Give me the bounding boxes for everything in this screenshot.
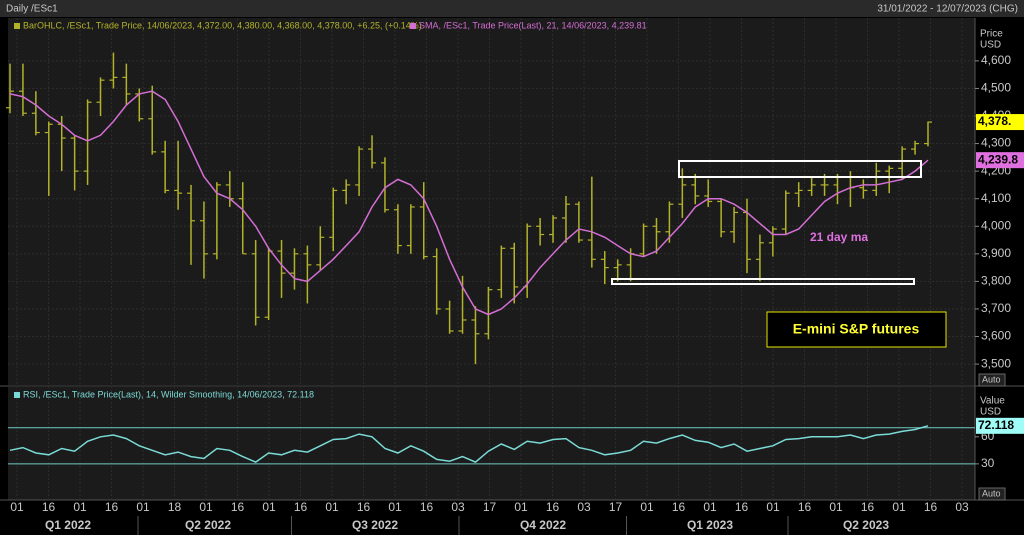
y-axis-unit: USD: [980, 407, 1001, 418]
x-tick-label: 01: [766, 500, 780, 514]
x-tick-label: 03: [955, 500, 969, 514]
y-tick-label: 4,300: [981, 136, 1011, 150]
series-line: [9, 425, 929, 463]
y-axis-label: Price: [980, 29, 1003, 40]
last-value-label: 72.118: [978, 418, 1014, 432]
quarter-label: Q1 2023: [687, 518, 733, 532]
last-value-box: [976, 417, 1024, 434]
x-tick-label: 18: [168, 500, 182, 514]
x-tick-label: 16: [420, 500, 434, 514]
annotation: 21 day ma: [810, 230, 868, 244]
x-tick-label: 16: [105, 500, 119, 514]
y-tick-label: 4,100: [981, 191, 1011, 205]
quarter-label: Q4 2022: [520, 518, 566, 532]
header-title: Daily /ESc1: [6, 4, 58, 15]
plot-layer: 01 16 01 16 01 18 01 16 01 16 01 16 01 16 03 17 01 16 03 17…: [6, 18, 1024, 535]
x-tick-label: 16: [861, 500, 875, 514]
x-tick-label: 01: [325, 500, 339, 514]
x-tick-label: 01: [73, 500, 87, 514]
x-tick-label: 16: [357, 500, 371, 514]
x-tick-label: 01: [199, 500, 213, 514]
x-tick-label: 01: [829, 500, 843, 514]
y-axis-label: Value: [980, 396, 1005, 407]
series-line: [9, 90, 929, 316]
auto-button-label[interactable]: Auto: [982, 374, 1001, 384]
auto-button[interactable]: [978, 373, 1006, 387]
y-tick-label: 3,600: [981, 329, 1011, 343]
annotation-box: [766, 311, 947, 348]
legend-label: RSI, /ESc1, Trade Price(Last), 14, Wilde…: [23, 389, 314, 399]
x-tick-label: 16: [672, 500, 686, 514]
x-tick-label: 16: [294, 500, 308, 514]
x-tick-label: 16: [798, 500, 812, 514]
auto-button[interactable]: [978, 487, 1006, 501]
x-tick-label: 16: [735, 500, 749, 514]
legend-label: BarOHLC, /ESc1, Trade Price, 14/06/2023,…: [23, 20, 422, 30]
support-box: [611, 278, 915, 285]
x-tick-label: 01: [640, 500, 654, 514]
y-tick-label: 4,600: [981, 53, 1011, 67]
x-tick-label: 16: [546, 500, 560, 514]
x-tick-label: 16: [42, 500, 56, 514]
y-tick-label: 3,800: [981, 274, 1011, 288]
last-value-box: [976, 152, 1024, 169]
y-axis-unit: USD: [980, 40, 1001, 51]
y-tick-label: 3,700: [981, 301, 1011, 315]
header-range: 31/01/2022 - 12/07/2023 (CHG): [877, 4, 1018, 15]
x-tick-label: 01: [514, 500, 528, 514]
x-tick-label: 16: [924, 500, 938, 514]
x-tick-label: 01: [10, 500, 24, 514]
x-tick-label: 01: [388, 500, 402, 514]
last-value-label: 4,378.: [978, 114, 1011, 128]
range-box: [678, 160, 922, 178]
legend-label: SMA, /ESc1, Trade Price(Last), 21, 14/06…: [419, 20, 647, 30]
y-tick-label: 3,500: [981, 356, 1011, 370]
rsi-panel: [8, 387, 975, 500]
quarter-label: Q2 2022: [185, 518, 231, 532]
quarter-label: Q3 2022: [352, 518, 398, 532]
legend-swatch: [14, 23, 20, 29]
last-value-label: 4,239.8: [978, 152, 1018, 166]
y-tick-label: 30: [981, 456, 995, 470]
header-bar: [0, 0, 1024, 17]
annotation: E-mini S&P futures: [793, 321, 920, 337]
x-tick-label: 17: [483, 500, 497, 514]
y-tick-label: 3,900: [981, 246, 1011, 260]
x-tick-label: 01: [136, 500, 150, 514]
x-tick-label: 03: [451, 500, 465, 514]
x-tick-label: 17: [609, 500, 623, 514]
legend-swatch: [410, 23, 416, 29]
x-tick-label: 01: [892, 500, 906, 514]
quarter-label: Q1 2022: [45, 518, 91, 532]
y-tick-label: 4,500: [981, 81, 1011, 95]
last-value-box: [976, 114, 1024, 131]
y-tick-label: 4,000: [981, 218, 1011, 232]
auto-button-label[interactable]: Auto: [982, 488, 1001, 498]
x-tick-label: 01: [262, 500, 276, 514]
x-tick-label: 03: [577, 500, 591, 514]
quarter-label: Q2 2023: [843, 518, 889, 532]
x-tick-label: 01: [703, 500, 717, 514]
legend-swatch: [14, 392, 20, 398]
x-tick-label: 16: [231, 500, 245, 514]
